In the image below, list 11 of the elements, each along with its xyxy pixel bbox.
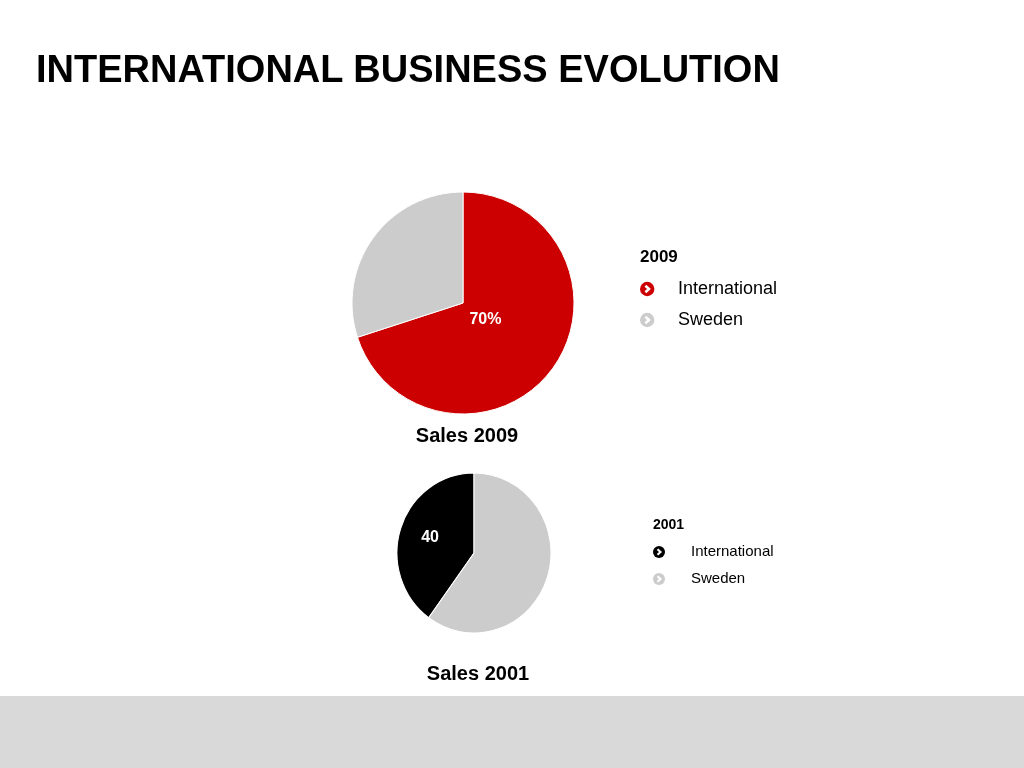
data-label: 40 bbox=[421, 528, 440, 546]
legend-label: International bbox=[691, 541, 774, 559]
data-label: 70% bbox=[469, 309, 502, 327]
legend-title: 2001 bbox=[653, 515, 685, 532]
legend-title: 2009 bbox=[640, 247, 678, 267]
text: Sales 2001 bbox=[426, 662, 530, 685]
text: Sales 2009 bbox=[415, 424, 519, 447]
legend-label: International bbox=[678, 277, 778, 298]
chart-title: INTERNATIONAL BUSINESS EVOLUTION bbox=[36, 48, 780, 91]
legend-label: Sweden bbox=[691, 568, 746, 586]
legend-label: Sweden bbox=[678, 308, 744, 329]
